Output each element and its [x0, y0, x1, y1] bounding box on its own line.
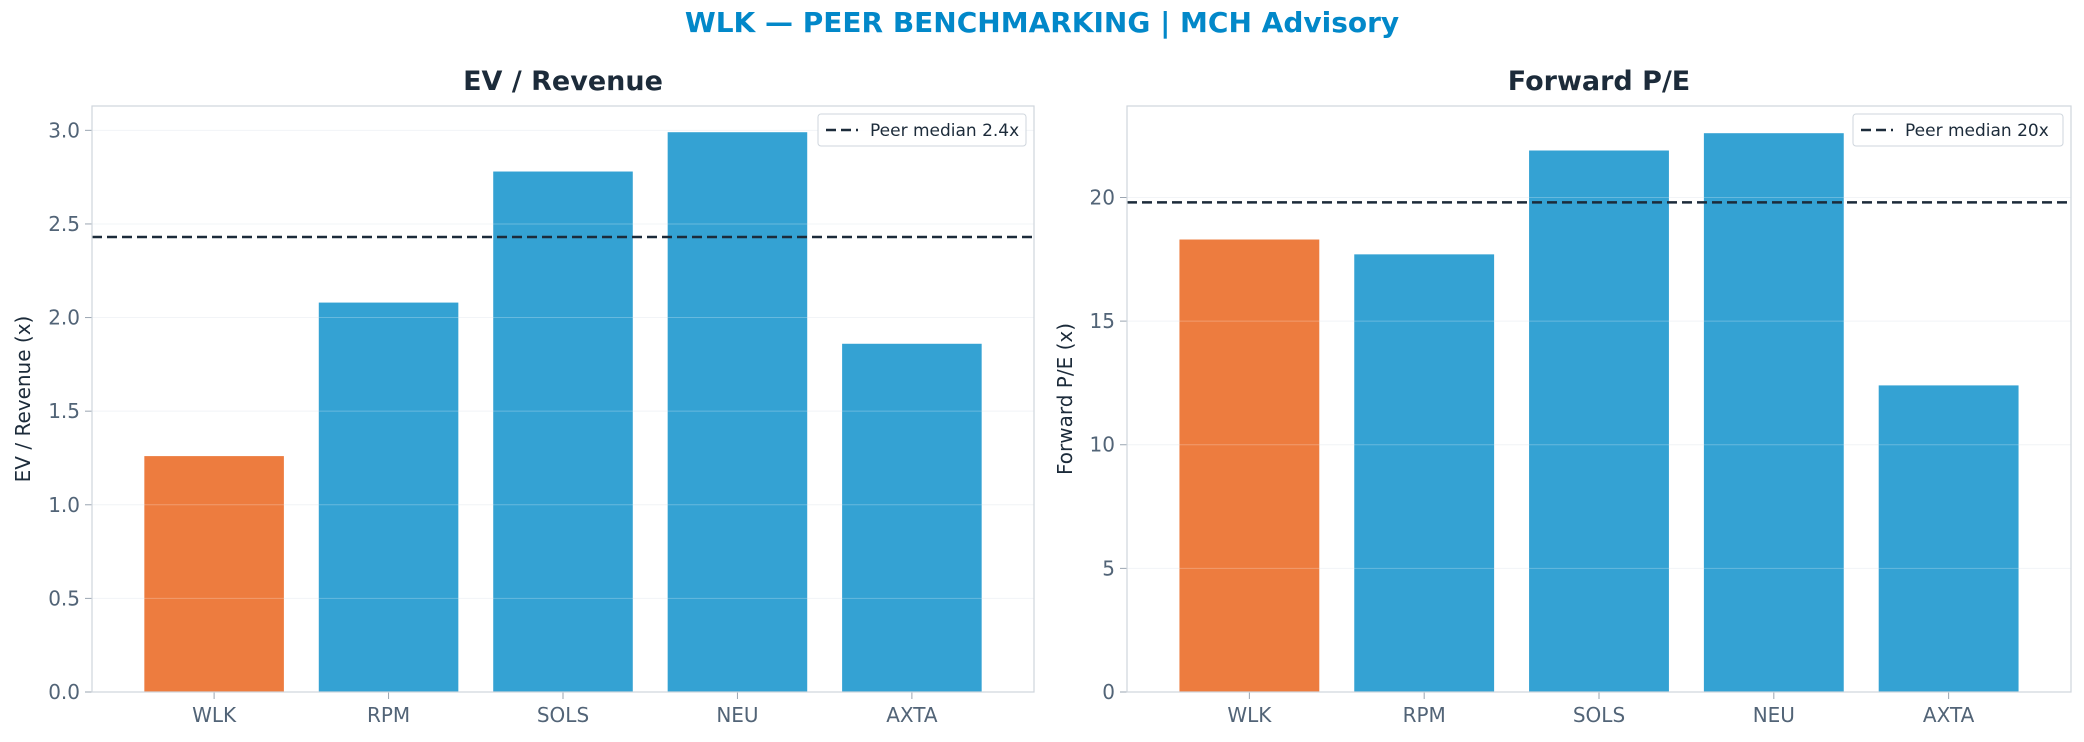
bar-rpm — [1354, 254, 1495, 692]
y-tick-label: 2.0 — [48, 306, 80, 330]
y-tick-label: 0 — [1102, 680, 1115, 704]
legend: Peer median 20x — [1852, 113, 2064, 147]
x-tick-label: NEU — [716, 703, 758, 727]
x-tick-label: WLK — [1227, 703, 1272, 727]
panel-title: EV / Revenue — [463, 66, 663, 97]
y-tick-label: 10 — [1090, 433, 1115, 457]
plot-frame — [1126, 105, 2072, 693]
bar-neu — [667, 132, 808, 692]
x-tick-label: NEU — [1753, 703, 1795, 727]
y-tick-label: 1.5 — [48, 399, 80, 423]
y-tick-label: 0.0 — [48, 680, 80, 704]
y-axis-label: EV / Revenue (x) — [11, 316, 35, 483]
plot-frame — [91, 105, 1035, 693]
x-tick-label: RPM — [1403, 703, 1446, 727]
bar-sols — [493, 171, 633, 692]
figure-title: WLK — PEER BENCHMARKING | MCH Advisory — [684, 6, 1400, 39]
panel-1: EV / Revenue 0.0 0.5 1.0 1.5 2.0 2.5 3.0 WLK RPM S… — [11, 66, 1035, 727]
bar-wlk — [1179, 239, 1320, 692]
x-tick-label: AXTA — [1923, 703, 1975, 727]
y-tick-label: 1.0 — [48, 493, 80, 517]
bar-rpm — [318, 302, 459, 692]
legend-label: Peer median 2.4x — [870, 121, 1019, 141]
legend-box — [817, 113, 1027, 147]
y-tick-label: 20 — [1090, 185, 1115, 209]
bar-axta — [1878, 385, 2019, 692]
panel-2: Forward P/E 0 5 10 15 20 WLK RPM SOLS NEU AXTA Forw… — [1053, 66, 2072, 727]
x-tick-label: AXTA — [886, 703, 938, 727]
y-tick-label: 2.5 — [48, 212, 80, 236]
bar-neu — [1703, 133, 1844, 693]
bar-wlk — [144, 456, 284, 692]
x-tick-label: SOLS — [537, 703, 589, 727]
y-tick-label: 5 — [1102, 556, 1115, 580]
legend: Peer median 2.4x — [817, 113, 1027, 147]
y-axis-label: Forward P/E (x) — [1053, 323, 1077, 475]
legend-box — [1852, 113, 2064, 147]
x-tick-label: WLK — [192, 703, 237, 727]
x-tick-label: RPM — [367, 703, 410, 727]
y-tick-label: 0.5 — [48, 586, 80, 610]
y-tick-label: 3.0 — [48, 118, 80, 142]
bar-sols — [1529, 150, 1669, 692]
legend-label: Peer median 20x — [1905, 121, 2049, 141]
y-tick-label: 15 — [1090, 309, 1115, 333]
panel-title: Forward P/E — [1508, 66, 1691, 97]
x-tick-label: SOLS — [1573, 703, 1625, 727]
bar-axta — [842, 343, 982, 692]
